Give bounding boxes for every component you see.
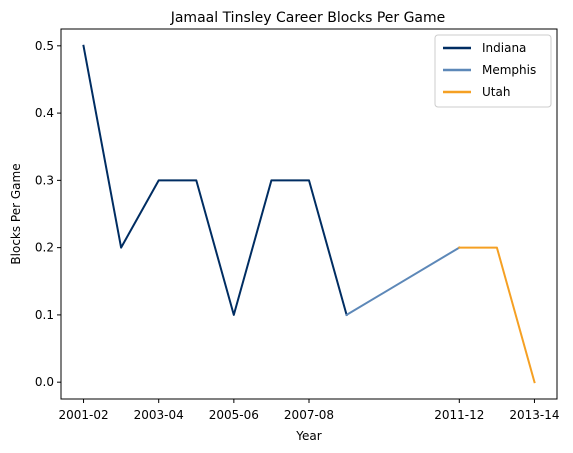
- y-tick-label: 0.0: [35, 375, 54, 389]
- x-tick-label: 2005-06: [209, 408, 259, 422]
- y-tick-label: 0.5: [35, 39, 54, 53]
- series-line-memphis: [345, 246, 461, 317]
- x-tick-label: 2007-08: [284, 408, 334, 422]
- legend-box: [434, 34, 552, 108]
- series-line-utah: [458, 246, 536, 384]
- legend-label-indiana: Indiana: [482, 41, 526, 55]
- x-axis-label: Year: [295, 429, 321, 443]
- series-lines: [82, 44, 536, 384]
- series-line-indiana: [82, 44, 348, 317]
- legend: Indiana Memphis Utah: [434, 34, 552, 108]
- chart-title: Jamaal Tinsley Career Blocks Per Game: [170, 10, 446, 26]
- y-tick-label: 0.1: [35, 308, 54, 322]
- x-tick-label: 2013-14: [509, 408, 559, 422]
- x-axis-ticks: 2001-02 2003-04 2005-06 2007-08 2011-12 2013-…: [58, 399, 560, 422]
- x-tick-label: 2003-04: [134, 408, 184, 422]
- y-tick-label: 0.2: [35, 241, 54, 255]
- x-tick-label: 2011-12: [434, 408, 484, 422]
- legend-label-utah: Utah: [482, 85, 510, 99]
- y-axis-label: Blocks Per Game: [9, 163, 23, 264]
- y-tick-label: 0.3: [35, 173, 54, 187]
- y-tick-label: 0.4: [35, 106, 54, 120]
- x-tick-label: 2001-02: [58, 408, 108, 422]
- y-axis-ticks: 0.0 0.1 0.2 0.3 0.4 0.5: [35, 39, 61, 389]
- legend-label-memphis: Memphis: [482, 63, 536, 77]
